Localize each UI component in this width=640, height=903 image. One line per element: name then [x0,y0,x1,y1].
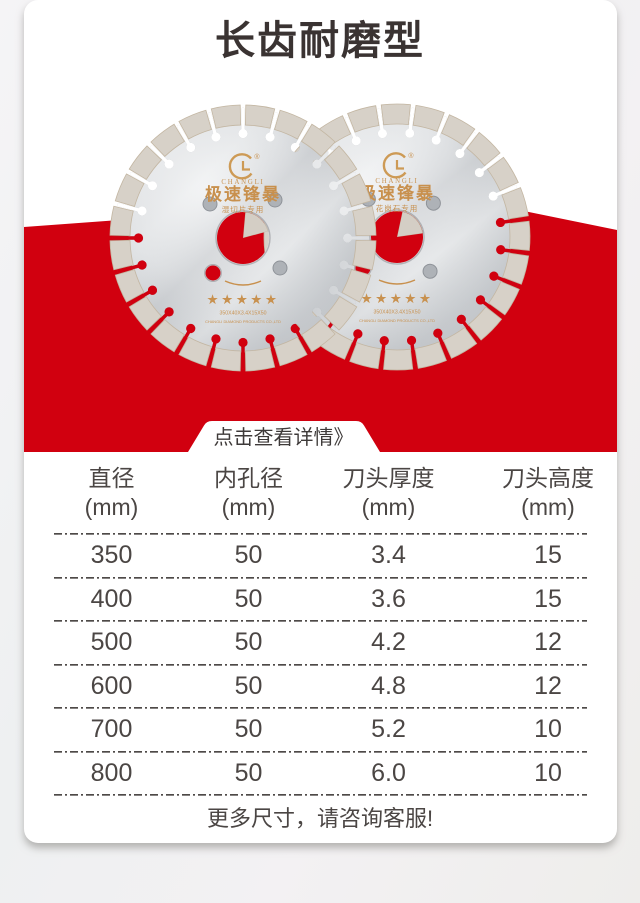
divider [53,576,587,579]
cell-height: 10 [534,758,562,787]
cell-thickness: 6.0 [371,758,406,787]
cell-diameter: 600 [90,671,133,700]
hero-section: ® CHANGLI 极速锋暴 花岗石专用 ★★★★★ 350X40X3.4X15… [23,0,617,458]
cell-height: 10 [534,715,562,744]
smile-arc [378,279,415,285]
spec-table: 直径 (mm) 内孔径 (mm) 刀头厚度 (mm) 刀头高度 (mm) 350… [24,458,617,843]
detail-button[interactable]: 点击查看详情》 [213,427,354,449]
divider [53,620,587,622]
table-row: 700 50 5.2 10 [24,709,617,751]
cell-diameter: 700 [90,715,133,744]
saw-blade-left: ® CHANGLI 极速锋暴 湿切片专用 ★★★★★ 350X40X3.4X15… [86,82,399,395]
table-row: 350 50 3.4 15 [24,535,617,577]
brand-text: CHANGLI [221,179,264,186]
cell-height: 15 [534,541,562,570]
cell-bore: 50 [234,584,263,613]
divider [53,707,587,709]
blade-company-text: CHANGLI DIAMOND PRODUCTS CO.,LTD [205,319,281,324]
cell-bore: 50 [234,715,263,744]
cell-diameter: 400 [90,584,133,613]
divider [53,663,587,666]
cell-thickness: 3.4 [371,541,406,570]
blade-spec-text: 350X40X3.4X15X50 [373,310,420,316]
cell-diameter: 350 [90,541,133,570]
brand-logo-icon [382,152,406,179]
cell-thickness: 4.8 [371,671,406,700]
brand-logo-icon [241,161,250,171]
detail-button-shape[interactable] [187,421,380,452]
table-row: 600 50 4.8 12 [24,666,617,708]
blade-spec-text: 350X40X3.4X15X50 [219,311,266,317]
col-header-thickness: 刀头厚度 (mm) [342,465,435,520]
brand-logo-icon [395,160,404,170]
cell-thickness: 4.2 [371,628,406,657]
cell-bore: 50 [234,628,263,657]
brand-logo-icon [228,153,252,180]
blade-subtitle-text: 湿切片专用 [221,204,264,214]
footer-note: 更多尺寸，请咨询客服! [206,806,434,831]
cell-diameter: 500 [90,628,133,657]
divider [53,750,587,753]
cell-bore: 50 [234,541,263,570]
col-header-diameter: 直径 (mm) [84,465,139,520]
table-row: 800 50 6.0 10 [24,753,617,795]
product-card: ® CHANGLI 极速锋暴 花岗石专用 ★★★★★ 350X40X3.4X15… [23,0,617,843]
cell-bore: 50 [234,671,263,700]
cell-bore: 50 [234,758,263,787]
cell-diameter: 800 [90,758,133,787]
stars-rating: ★★★★★ [360,291,433,306]
blade-company-text: CHANGLI DIAMOND PRODUCTS CO.,LTD [359,318,435,323]
blade-name-text: 极速锋暴 [205,184,281,204]
cell-thickness: 5.2 [371,715,406,744]
cell-height: 12 [534,628,562,657]
blade-subtitle-text: 花岗石专用 [375,203,418,213]
table-row: 500 50 4.2 12 [24,622,617,664]
page-title: 长齿耐磨型 [215,19,425,63]
col-header-height: 刀头高度 (mm) [502,465,594,520]
saw-blade-right: ® CHANGLI 极速锋暴 花岗石专用 ★★★★★ 350X40X3.4X15… [222,63,571,412]
stars-rating: ★★★★★ [206,292,279,307]
divider [53,533,587,535]
cell-height: 12 [534,671,562,700]
registered-mark: ® [254,153,260,161]
brand-text: CHANGLI [375,178,418,185]
table-header-row: 直径 (mm) 内孔径 (mm) 刀头厚度 (mm) 刀头高度 (mm) [24,458,617,533]
cell-thickness: 3.6 [371,584,406,613]
table-row: 400 50 3.6 15 [24,579,617,621]
cell-height: 15 [534,584,562,613]
registered-mark: ® [408,152,414,160]
divider [53,794,587,796]
col-header-bore: 内孔径 (mm) [214,465,283,520]
product-hero-image: ® CHANGLI 极速锋暴 花岗石专用 ★★★★★ 350X40X3.4X15… [23,0,617,452]
blade-name-text: 极速锋暴 [359,183,435,203]
smile-arc [224,280,261,286]
